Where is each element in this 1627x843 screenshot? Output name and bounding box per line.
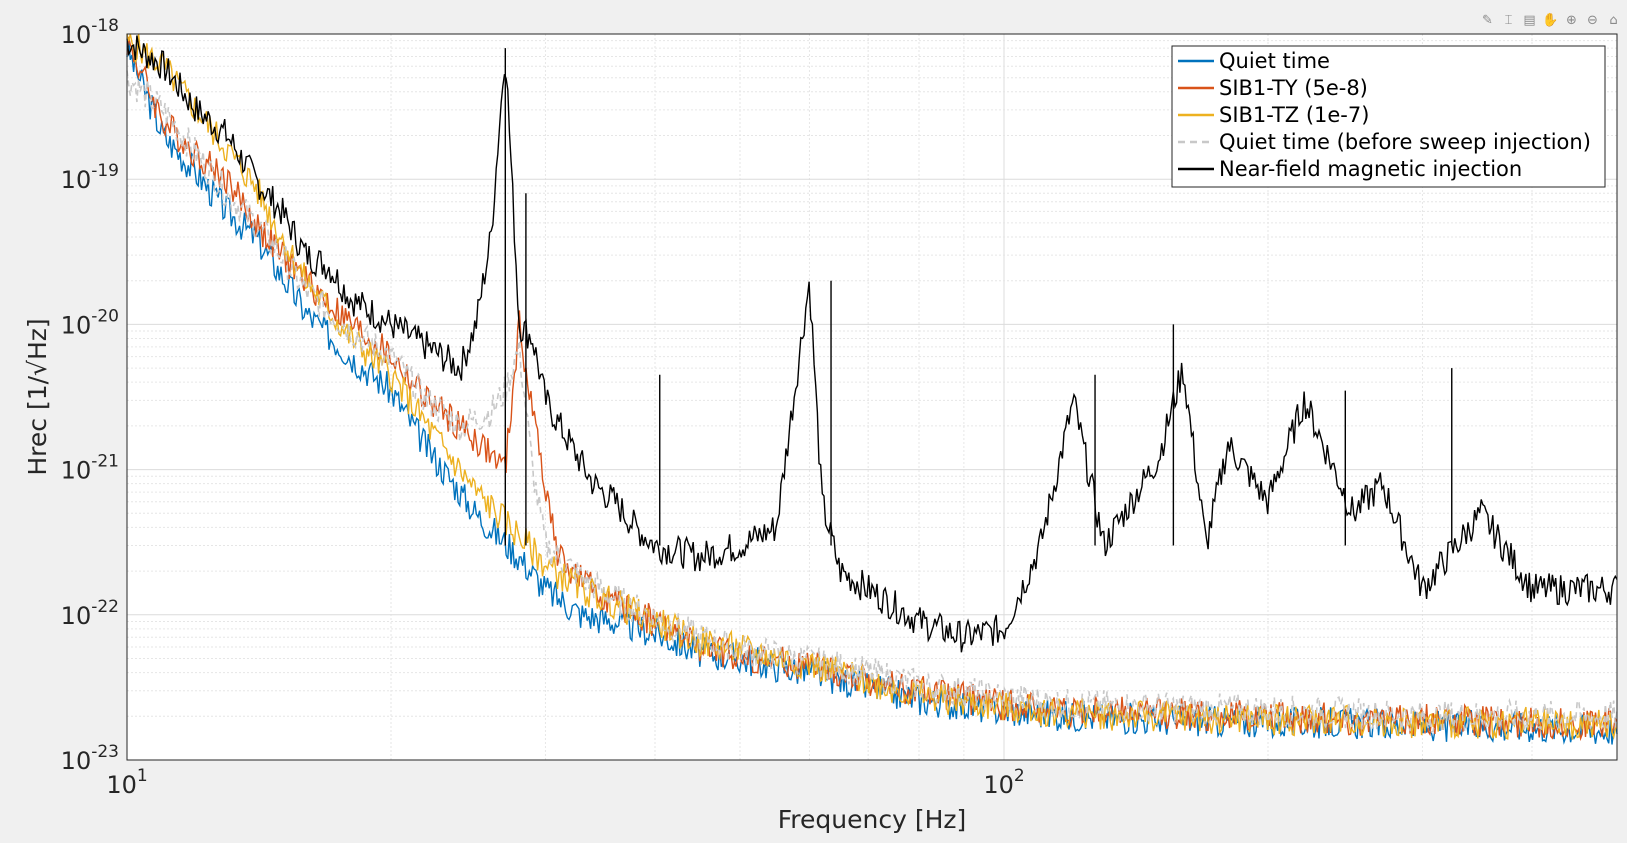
y-tick-exp: -23 bbox=[91, 742, 119, 762]
series-line-3 bbox=[126, 70, 1618, 734]
pan-icon[interactable]: ✋ bbox=[1542, 13, 1559, 28]
series-layer bbox=[126, 33, 1618, 745]
legend-entry: Near-field magnetic injection bbox=[1219, 157, 1522, 181]
y-tick-base: 10 bbox=[61, 602, 92, 630]
legend-entry: Quiet time bbox=[1219, 49, 1330, 73]
zoom-out-icon[interactable]: ⊖ bbox=[1587, 13, 1598, 28]
brush-icon[interactable]: ▤ bbox=[1523, 13, 1536, 28]
y-tick-label: 10-23 bbox=[61, 742, 119, 775]
y-tick-label: 10-19 bbox=[61, 161, 119, 194]
grid bbox=[126, 33, 1618, 761]
legend-box bbox=[1171, 45, 1606, 188]
x-tick-exp: 2 bbox=[1014, 766, 1025, 786]
y-tick-base: 10 bbox=[61, 21, 92, 49]
y-tick-label: 10-21 bbox=[61, 452, 119, 485]
plot-frame bbox=[126, 33, 1618, 761]
edit-plot-icon[interactable]: ✎ bbox=[1482, 13, 1493, 28]
x-tick-label: 101 bbox=[106, 766, 147, 799]
series-line-4 bbox=[126, 35, 1618, 653]
y-tick-label: 10-20 bbox=[61, 306, 119, 339]
legend-entry: SIB1-TZ (1e-7) bbox=[1219, 103, 1369, 127]
y-tick-exp: -18 bbox=[91, 16, 119, 36]
insert-datatip-icon[interactable]: ⌶ bbox=[1504, 13, 1513, 28]
x-tick-exp: 1 bbox=[137, 766, 148, 786]
y-tick-exp: -21 bbox=[91, 452, 119, 472]
y-tick-exp: -19 bbox=[91, 161, 119, 181]
legend[interactable]: Quiet time SIB1-TY (5e-8) SIB1-TZ (1e-7) Qu… bbox=[1171, 45, 1606, 188]
zoom-in-icon[interactable]: ⊕ bbox=[1566, 13, 1577, 28]
x-tick-labels: 101 102 bbox=[106, 766, 1024, 799]
home-icon[interactable]: ⌂ bbox=[1609, 13, 1618, 28]
y-tick-exp: -22 bbox=[91, 597, 119, 617]
x-tick-label: 102 bbox=[983, 766, 1024, 799]
series-line-2 bbox=[126, 33, 1618, 740]
legend-entry: Quiet time (before sweep injection) bbox=[1219, 130, 1591, 154]
y-tick-exp: -20 bbox=[91, 306, 119, 326]
x-tick-base: 10 bbox=[106, 771, 137, 799]
y-tick-base: 10 bbox=[61, 311, 92, 339]
figure-toolbar: ✎ ⌶ ▤ ✋ ⊕ ⊖ ⌂ bbox=[1478, 12, 1623, 30]
legend-entry: SIB1-TY (5e-8) bbox=[1219, 76, 1368, 100]
y-tick-base: 10 bbox=[61, 457, 92, 485]
y-axis-label: Hrec [1/√Hz] bbox=[23, 318, 52, 475]
y-tick-base: 10 bbox=[61, 747, 92, 775]
x-axis-label: Frequency [Hz] bbox=[778, 805, 967, 834]
y-tick-label: 10-22 bbox=[61, 597, 119, 630]
y-tick-base: 10 bbox=[61, 166, 92, 194]
x-tick-base: 10 bbox=[983, 771, 1014, 799]
y-tick-label: 10-18 bbox=[61, 16, 119, 49]
